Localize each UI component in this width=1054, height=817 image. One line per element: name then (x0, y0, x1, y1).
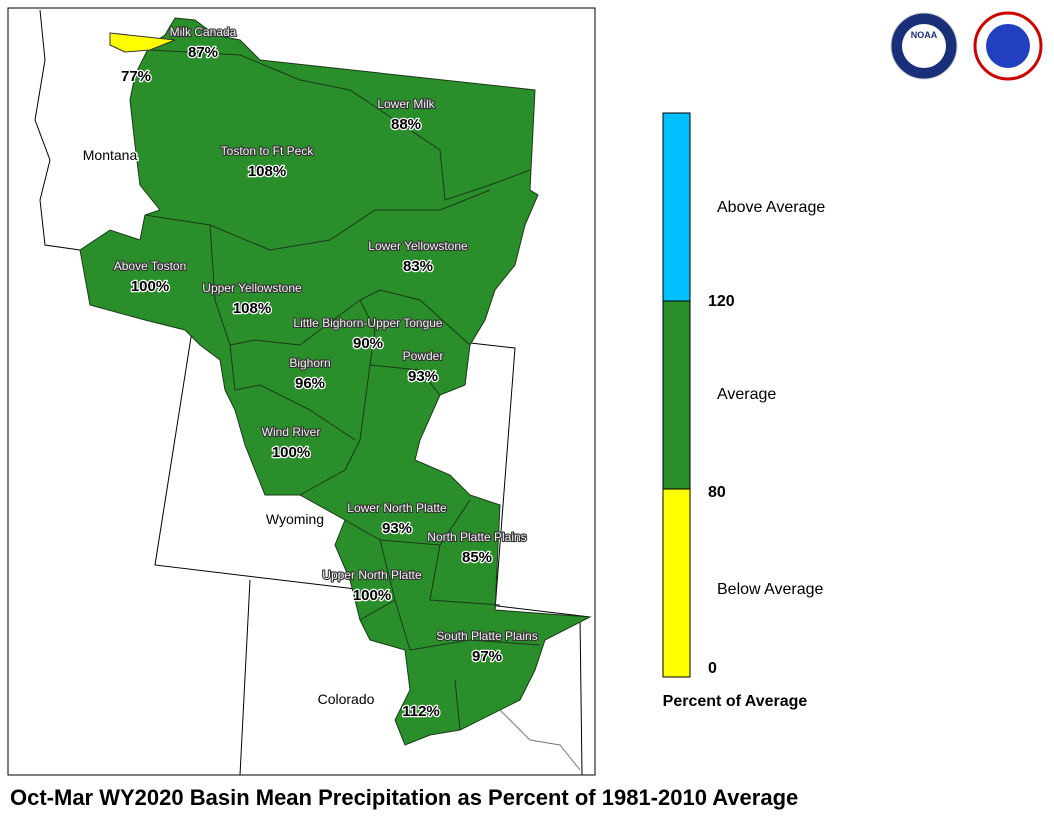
state-label: Montana (83, 147, 138, 163)
basin-name: Lower Yellowstone (368, 239, 468, 253)
basin-name: Wind River (262, 425, 321, 439)
legend-title: Percent of Average (663, 693, 808, 710)
map-title: Oct-Mar WY2020 Basin Mean Precipitation … (10, 785, 798, 810)
basin-percent: 93% (408, 368, 438, 385)
basin-name: Upper North Platte (322, 568, 422, 582)
legend-swatch (662, 300, 691, 490)
legend-tick: 80 (708, 484, 726, 501)
basin-percent: 93% (382, 520, 412, 537)
basin-percent: 100% (272, 444, 310, 461)
basin-name: Upper Yellowstone (202, 281, 302, 295)
basin-percent: 96% (295, 375, 325, 392)
legend-tick: 120 (708, 293, 735, 310)
state-label: Wyoming (266, 511, 324, 527)
nws-logo-inner (986, 24, 1030, 68)
basin-borders (144, 49, 541, 731)
basin-name: Little Bighorn-Upper Tongue (293, 316, 443, 330)
basin-percent: 100% (131, 278, 169, 295)
legend-class: Above Average (717, 199, 825, 216)
basin-area (79, 17, 592, 746)
basin-percent: 77% (121, 68, 151, 85)
legend-swatch (662, 488, 691, 678)
basin-name: Lower North Platte (347, 501, 447, 515)
basin-percent: 85% (462, 549, 492, 566)
basin-percent: 108% (233, 300, 271, 317)
legend-class: Below Average (717, 581, 824, 598)
basin-name: North Platte Plains (427, 530, 526, 544)
basin-name: Toston to Ft Peck (221, 144, 315, 158)
state-label: Colorado (318, 691, 375, 707)
noaa-logo-inner (902, 24, 946, 68)
basin-percent: 108% (248, 163, 286, 180)
logos: NOAA (890, 11, 1043, 81)
legend-class: Average (717, 386, 776, 403)
basin-percent: 100% (353, 587, 391, 604)
basin-percent: 90% (353, 335, 383, 352)
basin-percent: 87% (188, 44, 218, 61)
basin-percent: 88% (391, 116, 421, 133)
basin-name: Lower Milk (377, 97, 435, 111)
basin-name: Milk Canada (170, 25, 237, 39)
basin-name: Above Toston (114, 259, 187, 273)
basin-percent: 112% (402, 703, 440, 720)
legend-tick: 0 (708, 660, 717, 677)
basin-name: South Platte Plains (436, 629, 537, 643)
basin-name: Bighorn (289, 356, 330, 370)
basin-percent: 83% (403, 258, 433, 275)
below-average-basin (109, 32, 176, 53)
basin-name: Powder (403, 349, 444, 363)
legend-swatch (662, 112, 691, 302)
basin-percent: 97% (472, 648, 502, 665)
legend: Percent of Average (662, 112, 808, 710)
noaa-logo-text: NOAA (911, 30, 938, 40)
